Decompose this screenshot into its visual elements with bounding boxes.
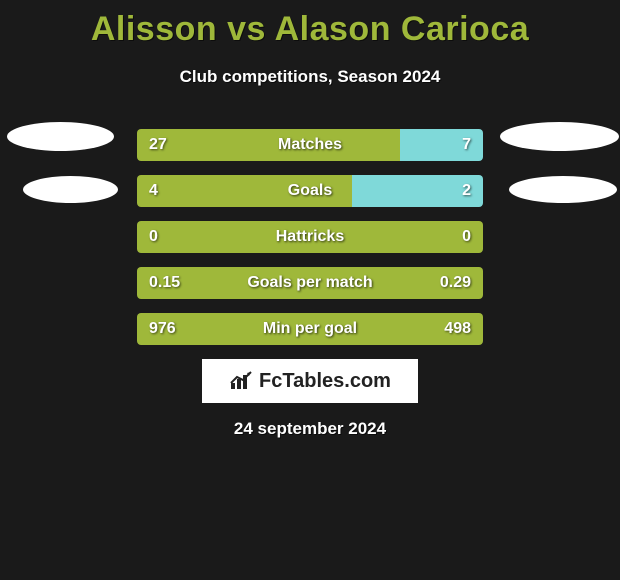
player-oval	[23, 176, 118, 203]
logo-text: FcTables.com	[259, 370, 391, 393]
bar-left	[137, 267, 483, 299]
comparison-chart: 277Matches42Goals00Hattricks0.150.29Goal…	[0, 129, 620, 345]
value-left: 0	[149, 221, 158, 253]
bar-wrap	[137, 313, 483, 345]
subtitle: Club competitions, Season 2024	[0, 67, 620, 87]
bar-wrap	[137, 129, 483, 161]
page-title: Alisson vs Alason Carioca	[0, 0, 620, 49]
value-left: 4	[149, 175, 158, 207]
value-right: 0.29	[440, 267, 471, 299]
value-left: 976	[149, 313, 176, 345]
player-oval	[7, 122, 114, 151]
value-right: 7	[462, 129, 471, 161]
metric-row: 976498Min per goal	[0, 313, 620, 345]
date-text: 24 september 2024	[0, 419, 620, 439]
bar-left	[137, 221, 483, 253]
value-right: 498	[444, 313, 471, 345]
bar-left	[137, 313, 483, 345]
player-oval	[500, 122, 619, 151]
bar-left	[137, 129, 400, 161]
metric-row: 00Hattricks	[0, 221, 620, 253]
value-left: 27	[149, 129, 167, 161]
player-oval	[509, 176, 617, 203]
chart-icon	[229, 371, 255, 391]
logo: FcTables.com	[229, 370, 391, 393]
bar-wrap	[137, 267, 483, 299]
bar-wrap	[137, 221, 483, 253]
value-right: 2	[462, 175, 471, 207]
value-left: 0.15	[149, 267, 180, 299]
bar-wrap	[137, 175, 483, 207]
logo-box: FcTables.com	[202, 359, 418, 403]
bar-left	[137, 175, 352, 207]
value-right: 0	[462, 221, 471, 253]
metric-row: 0.150.29Goals per match	[0, 267, 620, 299]
